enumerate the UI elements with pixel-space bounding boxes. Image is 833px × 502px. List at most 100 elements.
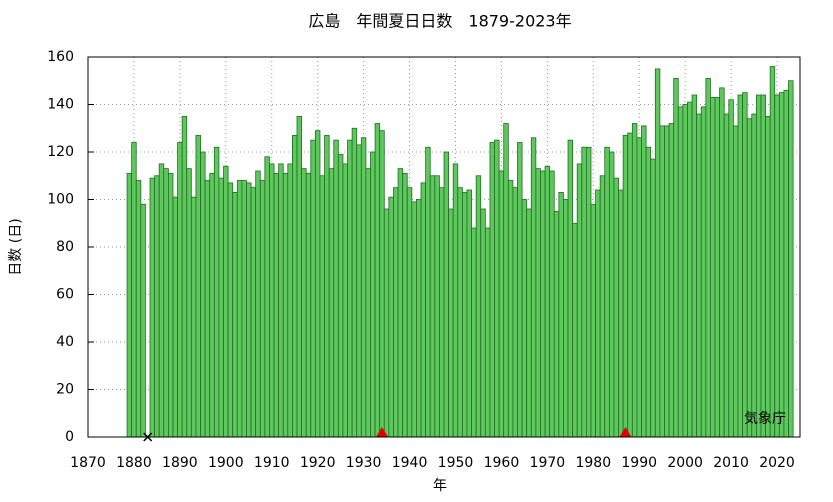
bar	[397, 168, 404, 438]
bar	[337, 153, 344, 438]
bar	[687, 101, 693, 438]
bar	[218, 177, 224, 438]
bar	[310, 139, 316, 438]
bar	[177, 142, 183, 438]
bar	[650, 158, 656, 438]
bar	[457, 187, 463, 438]
bar	[719, 87, 725, 438]
bar	[264, 156, 270, 438]
bar	[448, 208, 454, 438]
x-tick-label: 1940	[392, 455, 428, 471]
y-tick-label: 140	[47, 97, 74, 113]
bar	[622, 134, 629, 438]
bar	[654, 68, 661, 438]
marker-triangle	[619, 427, 632, 437]
y-tick-label: 160	[47, 49, 74, 65]
x-axis-label: 年	[433, 478, 447, 494]
bar	[200, 151, 206, 438]
bar	[209, 172, 215, 438]
bar	[190, 196, 197, 438]
bar	[700, 106, 707, 438]
bar	[576, 163, 583, 438]
bar	[521, 199, 528, 438]
y-tick-label: 120	[47, 144, 74, 160]
bar	[645, 146, 652, 438]
bar	[292, 134, 298, 438]
bar	[181, 115, 188, 438]
bar	[627, 132, 633, 438]
bar	[305, 172, 312, 438]
y-tick-label: 60	[56, 287, 74, 303]
bar	[475, 175, 482, 438]
bar	[172, 196, 178, 438]
bar	[273, 172, 280, 438]
bar	[425, 146, 431, 438]
bar	[351, 127, 358, 438]
bar	[608, 151, 615, 438]
bar	[664, 125, 670, 438]
x-tick-label: 1980	[575, 455, 611, 471]
y-tick-label: 20	[56, 382, 74, 398]
bar	[213, 146, 220, 438]
bar	[751, 113, 757, 438]
bar	[461, 191, 468, 438]
bar	[732, 125, 739, 438]
bar	[765, 115, 771, 438]
bar	[563, 199, 569, 438]
bar	[774, 94, 780, 438]
bar	[714, 96, 721, 438]
plot-frame	[87, 56, 801, 438]
marker-triangle	[375, 427, 388, 437]
bar	[131, 142, 137, 438]
bar	[287, 163, 293, 438]
bar	[186, 168, 192, 438]
bar	[507, 180, 514, 438]
y-tick-label: 0	[65, 429, 74, 445]
x-tick-label: 1930	[346, 455, 382, 471]
bar	[429, 175, 436, 438]
bar	[319, 175, 325, 438]
bar	[126, 172, 133, 438]
bar	[604, 146, 610, 438]
bar	[163, 168, 169, 438]
bar	[710, 96, 716, 438]
x-tick-label: 1890	[162, 455, 198, 471]
bar	[379, 130, 385, 438]
bar	[746, 118, 753, 438]
bar	[572, 222, 578, 438]
bar	[406, 187, 413, 438]
bar	[636, 137, 642, 438]
bar	[223, 165, 229, 438]
bar	[696, 113, 702, 438]
bar	[549, 170, 555, 438]
bar	[167, 172, 174, 438]
bar	[411, 201, 417, 438]
chart-title: 広島 年間夏日日数 1879-2023年	[308, 12, 571, 31]
bar	[420, 182, 427, 438]
y-tick-label: 80	[56, 239, 74, 255]
bar	[631, 123, 638, 438]
y-tick-label: 40	[56, 334, 74, 350]
bar	[544, 165, 551, 438]
bar	[158, 163, 165, 438]
bar	[668, 123, 675, 438]
bar	[517, 142, 523, 438]
x-tick-label: 2000	[667, 455, 703, 471]
x-tick-label: 1870	[70, 455, 106, 471]
x-tick-label: 2020	[759, 455, 795, 471]
bar	[705, 77, 711, 438]
bar	[452, 163, 459, 438]
bar	[439, 187, 445, 438]
bar	[659, 125, 665, 438]
bar	[788, 80, 794, 438]
x-tick-label: 1880	[116, 455, 152, 471]
x-tick-label: 1950	[438, 455, 474, 471]
bar	[595, 189, 601, 438]
bar	[553, 210, 560, 438]
bar	[489, 142, 495, 438]
bar	[682, 104, 688, 438]
bar	[227, 182, 234, 438]
bar	[259, 180, 266, 438]
bar	[783, 89, 789, 438]
bar	[342, 163, 348, 438]
